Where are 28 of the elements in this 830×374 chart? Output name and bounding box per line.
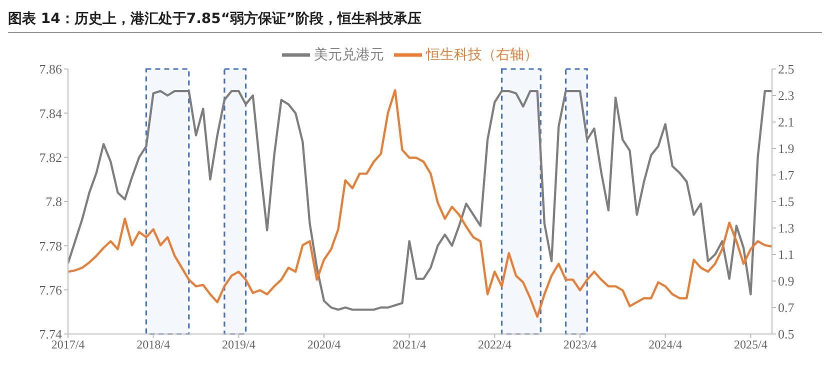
y-tick-label: 7.8 xyxy=(46,194,62,210)
chart-title: 图表 14：历史上，港汇处于7.85“弱方保证”阶段，恒生科技承压 xyxy=(8,8,822,33)
y2-tick-label: 2.1 xyxy=(778,114,794,130)
y-tick-label: 7.86 xyxy=(39,62,62,77)
y2-tick-label: 2.3 xyxy=(778,88,794,104)
x-tick-label: 2020/4 xyxy=(307,338,341,352)
legend-label: 美元兑港元 xyxy=(314,46,384,63)
y2-tick-label: 2.5 xyxy=(778,62,794,77)
y2-tick-label: 1.7 xyxy=(778,168,795,183)
y2-tick-label: 1.1 xyxy=(778,247,794,262)
y2-tick-label: 0.5 xyxy=(778,326,794,342)
x-tick-label: 2021/4 xyxy=(392,338,426,352)
y-tick-label: 7.84 xyxy=(39,106,62,121)
y2-tick-label: 0.9 xyxy=(778,274,794,289)
y2-tick-label: 1.9 xyxy=(778,141,794,156)
x-tick-label: 2019/4 xyxy=(222,338,256,352)
x-tick-label: 2018/4 xyxy=(136,338,170,352)
x-tick-label: 2023/4 xyxy=(563,338,597,352)
x-tick-label: 2025/4 xyxy=(734,338,768,352)
y2-tick-label: 1.3 xyxy=(778,220,794,236)
y2-tick-label: 1.5 xyxy=(778,194,794,210)
legend-label: 恒生科技（右轴） xyxy=(426,46,538,63)
y-tick-label: 7.76 xyxy=(39,282,62,298)
y-tick-label: 7.78 xyxy=(39,238,62,254)
x-tick-label: 2024/4 xyxy=(648,338,682,352)
x-tick-label: 2022/4 xyxy=(478,338,512,352)
y-tick-label: 7.82 xyxy=(39,150,62,165)
y2-tick-label: 0.7 xyxy=(778,300,795,316)
